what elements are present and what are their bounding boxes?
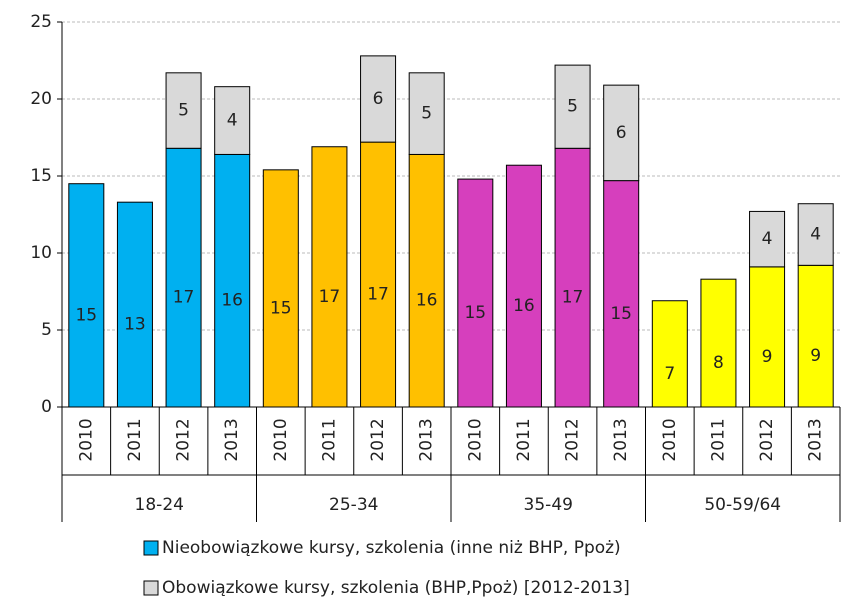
legend-label: Obowiązkowe kursy, szkolenia (BHP,Ppoż) … [162, 578, 630, 598]
x-tick-label: 2011 [319, 418, 339, 461]
y-tick-label: 0 [41, 397, 52, 417]
data-label: 16 [221, 291, 243, 311]
x-tick-label: 2012 [368, 418, 388, 461]
data-label: 17 [173, 288, 195, 308]
bar-segment [311, 146, 348, 408]
data-label: 7 [664, 364, 675, 384]
data-label: 15 [464, 303, 486, 323]
bar-segment [554, 147, 591, 408]
data-label: 5 [567, 97, 578, 117]
legend-label: Nieobowiązkowe kursy, szkolenia (inne ni… [162, 538, 621, 558]
data-label: 15 [610, 304, 632, 324]
data-label: 4 [227, 111, 238, 131]
y-tick-label: 15 [30, 166, 52, 186]
group-label: 18-24 [135, 495, 184, 515]
x-tick-label: 2012 [174, 418, 194, 461]
data-label: 5 [421, 104, 432, 124]
bar-segment [408, 72, 445, 155]
x-tick-label: 2010 [660, 418, 680, 461]
bar-segment [554, 64, 591, 149]
bar-segment [700, 278, 737, 408]
legend-swatch [143, 580, 159, 596]
bar-segment [749, 266, 786, 408]
bar-segment [68, 183, 105, 408]
data-label: 17 [562, 288, 584, 308]
y-tick-label: 20 [30, 89, 52, 109]
x-tick-label: 2012 [563, 418, 583, 461]
x-tick-label: 2013 [222, 418, 242, 461]
data-label: 9 [810, 346, 821, 366]
data-label: 5 [178, 101, 189, 121]
data-label: 17 [367, 285, 389, 305]
data-label: 4 [762, 229, 773, 249]
bar-segment [603, 84, 640, 182]
data-label: 15 [270, 298, 292, 318]
data-label: 9 [762, 347, 773, 367]
x-tick-label: 2010 [465, 418, 485, 461]
bar-segment [797, 203, 834, 266]
group-label: 25-34 [329, 495, 378, 515]
data-label: 8 [713, 353, 724, 373]
group-label: 50-59/64 [704, 495, 781, 515]
bar-segment [214, 86, 251, 155]
x-tick-label: 2013 [417, 418, 437, 461]
bar-segment [749, 210, 786, 268]
y-tick-label: 5 [41, 320, 52, 340]
y-tick-label: 10 [30, 243, 52, 263]
data-label: 16 [513, 296, 535, 316]
x-tick-label: 2011 [514, 418, 534, 461]
data-label: 6 [373, 89, 384, 109]
bar-segment [262, 169, 299, 408]
x-tick-label: 2010 [76, 418, 96, 461]
bar-segment [603, 180, 640, 408]
x-tick-label: 2013 [806, 418, 826, 461]
bar-segment [797, 264, 834, 408]
data-label: 13 [124, 315, 146, 335]
data-label: 17 [319, 287, 341, 307]
bar-segment [457, 178, 494, 408]
y-tick-label: 25 [30, 12, 52, 32]
data-label: 4 [810, 225, 821, 245]
bar-segment [214, 153, 251, 408]
x-tick-label: 2010 [271, 418, 291, 461]
bar-segment [360, 55, 397, 143]
bar-segment [408, 153, 445, 408]
x-tick-label: 2013 [611, 418, 631, 461]
bar-segment [165, 147, 202, 408]
x-tick-label: 2011 [125, 418, 145, 461]
legend-swatch [143, 540, 159, 556]
bar-segment [165, 72, 202, 149]
data-label: 6 [616, 123, 627, 143]
bar-segment [116, 201, 153, 408]
data-label: 16 [416, 291, 438, 311]
bar-segment [505, 164, 542, 408]
x-tick-label: 2011 [708, 418, 728, 461]
bar-segment [651, 300, 688, 408]
group-label: 35-49 [524, 495, 573, 515]
bar-segment [360, 141, 397, 408]
x-tick-label: 2012 [757, 418, 777, 461]
data-label: 15 [75, 305, 97, 325]
